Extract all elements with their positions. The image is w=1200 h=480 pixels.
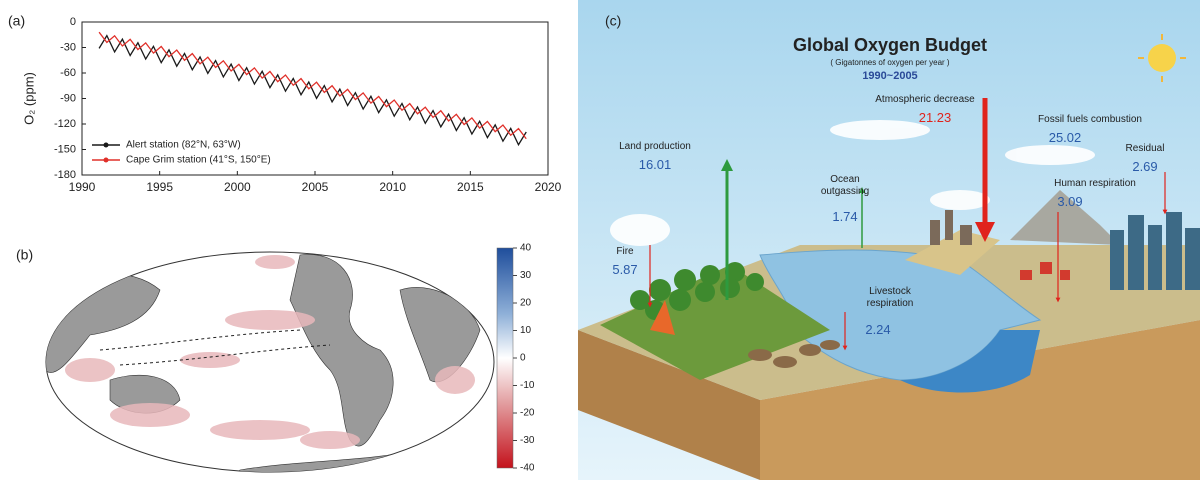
flow-value: 2.24 (865, 322, 891, 337)
line (98, 34, 527, 147)
x-tick-label: 2015 (457, 180, 484, 194)
x-tick-label: 2000 (224, 180, 251, 194)
colorbar (496, 247, 514, 469)
flow-value: 1.74 (832, 209, 858, 224)
colorbar-tick-label: -40 (520, 463, 535, 474)
flow-label: Fossil fuels combustion (1038, 114, 1142, 125)
y-tick-label: -150 (54, 143, 76, 155)
flow-value: 3.09 (1057, 194, 1083, 209)
diagram-period: 1990~2005 (862, 70, 917, 82)
panel-label: (b) (16, 247, 33, 263)
flow-label: Fire (616, 246, 634, 257)
flow-label: Land production (619, 141, 691, 152)
x-tick-label: 1995 (146, 180, 173, 194)
flow-label: Livestock respiration (866, 286, 914, 309)
legend-label: Alert station (82°N, 63°W) (126, 140, 241, 151)
panel-label: (c) (605, 13, 621, 29)
x-tick-label: 2005 (302, 180, 329, 194)
flow-value: 25.02 (1048, 130, 1082, 145)
scene (578, 0, 1200, 480)
colorbar-tick-label: 40 (520, 243, 532, 254)
colorbar-tick-label: 10 (520, 325, 532, 336)
x-tick-label: 2020 (535, 180, 562, 194)
flow-label: Residual (1125, 143, 1165, 154)
colorbar-tick-label: -30 (520, 435, 535, 446)
flow-value: 5.87 (612, 262, 638, 277)
line (98, 31, 527, 140)
plot-frame (81, 21, 549, 176)
x-tick-label: 1990 (69, 180, 96, 194)
legend-marker (103, 142, 109, 148)
colorbar-tick-label: 0 (520, 353, 526, 364)
diagram-title: Global Oxygen Budget (793, 35, 987, 55)
y-tick-label: -180 (54, 169, 76, 181)
panel-label: (a) (8, 13, 25, 29)
flow-label: Human respiration (1054, 178, 1136, 189)
flow-value: 2.69 (1132, 159, 1158, 174)
y-tick-label: -90 (60, 92, 76, 104)
colorbar-tick-label: 30 (520, 270, 532, 281)
flow-label: Ocean outgassing (820, 174, 870, 197)
flow-value: 16.01 (638, 157, 672, 172)
diagram-unit: ( Gigatonnes of oxygen per year ) (830, 58, 950, 67)
flow-value: 21.23 (918, 110, 952, 125)
colorbar-tick-label: -20 (520, 408, 535, 419)
map (45, 251, 495, 473)
flow-label: Atmospheric decrease (875, 94, 975, 105)
y-tick-label: -30 (60, 41, 76, 53)
y-tick-label: -120 (54, 118, 76, 130)
y-axis-label: O₂ (ppm) (21, 72, 36, 125)
legend-label: Cape Grim station (41°S, 150°E) (126, 155, 271, 166)
x-tick-label: 2010 (379, 180, 406, 194)
legend-marker (103, 157, 109, 163)
colorbar-tick-label: -10 (520, 380, 535, 391)
y-tick-label: -60 (60, 67, 76, 79)
y-tick-label: 0 (70, 16, 76, 28)
colorbar-tick-label: 20 (520, 298, 532, 309)
